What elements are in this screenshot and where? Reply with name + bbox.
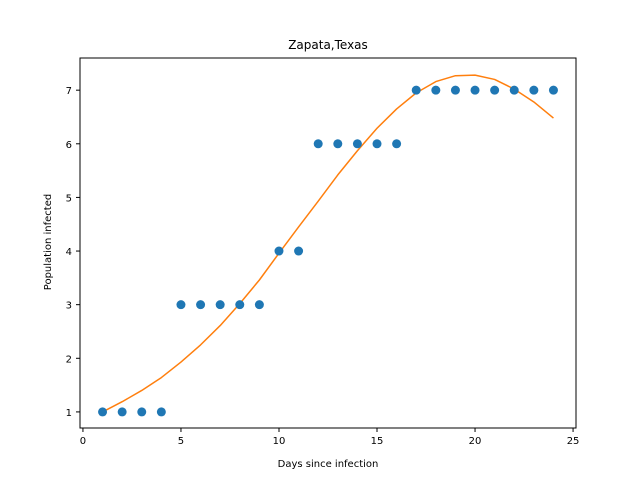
scatter-point: [411, 85, 421, 95]
plot-frame: [79, 57, 577, 429]
x-tick-label: 0: [80, 436, 86, 447]
y-tick-label: 1: [66, 408, 72, 419]
scatter-point: [548, 85, 558, 95]
scatter-point: [431, 85, 441, 95]
y-tick-label: 6: [66, 140, 72, 151]
x-tick-label: 25: [567, 436, 580, 447]
scatter-point: [313, 139, 323, 149]
scatter-point: [117, 407, 127, 417]
y-axis-label: Population infected: [43, 194, 54, 290]
y-tick-label: 3: [66, 301, 72, 312]
x-tick-label: 5: [178, 436, 184, 447]
y-tick-label: 5: [66, 193, 72, 204]
scatter-point: [392, 139, 402, 149]
scatter-point: [294, 246, 304, 256]
scatter-point: [98, 407, 108, 417]
scatter-point: [470, 85, 480, 95]
scatter-point: [254, 300, 264, 310]
axis-ticks: 0 5 10 15 20 25 1 2 3 4 5 6 7: [66, 86, 580, 447]
fit-curve-line: [102, 74, 554, 413]
scatter-point: [215, 300, 225, 310]
scatter-point: [529, 85, 539, 95]
y-tick-label: 4: [66, 247, 72, 258]
plot-area: [98, 74, 558, 417]
scatter-point: [274, 246, 284, 256]
scatter-point: [450, 85, 460, 95]
scatter-point: [490, 85, 500, 95]
scatter-point: [196, 300, 206, 310]
scatter-point: [509, 85, 519, 95]
x-tick-label: 10: [273, 436, 286, 447]
scatter-point: [235, 300, 245, 310]
x-tick-label: 15: [371, 436, 384, 447]
scatter-point: [176, 300, 186, 310]
x-tick-label: 20: [469, 436, 482, 447]
scatter-point: [352, 139, 362, 149]
y-tick-label: 7: [66, 86, 72, 97]
scatter-point: [333, 139, 343, 149]
scatter-point: [137, 407, 147, 417]
chart-title: Zapata,Texas: [288, 38, 368, 52]
x-axis-label: Days since infection: [278, 459, 379, 470]
scatter-point: [372, 139, 382, 149]
y-tick-label: 2: [66, 354, 72, 365]
scatter-point: [156, 407, 166, 417]
